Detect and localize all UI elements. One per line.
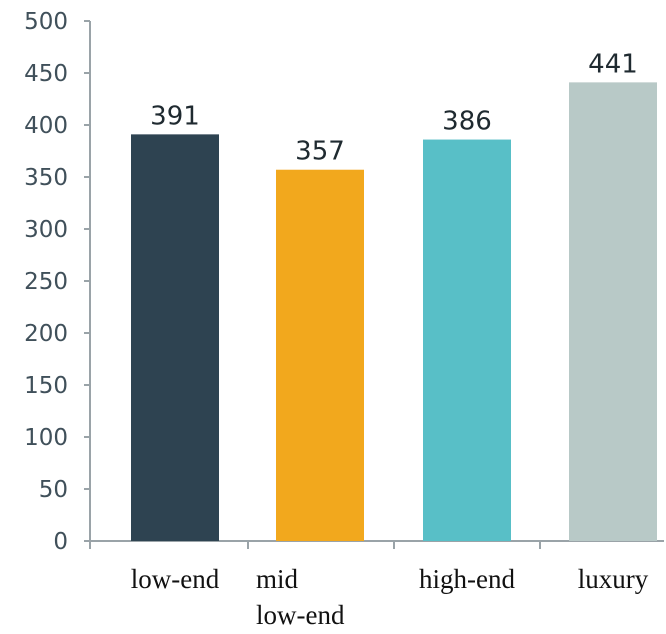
y-tick-label: 300 [24,217,68,243]
bar [276,169,364,541]
bar [423,139,511,541]
y-tick-label: 0 [53,529,68,555]
data-label: 391 [150,101,200,131]
y-tick-label: 400 [24,113,68,139]
x-tick-label: low-end [131,564,220,594]
bar [569,82,657,542]
x-tick-label: high-end [419,564,515,594]
y-tick-label: 100 [24,425,68,451]
data-label: 441 [588,49,638,79]
x-tick-label: mid low-end [256,564,345,630]
data-label: 357 [295,137,345,167]
y-tick-label: 150 [24,373,68,399]
bar [131,134,219,542]
x-tick-label: luxury [578,564,649,594]
axes: 0 50 100 150 200 250 300 350 400 450 500 [24,9,664,555]
y-tick-label: 200 [24,321,68,347]
y-tick-label: 250 [24,269,68,295]
y-tick-label: 50 [39,477,68,503]
y-tick-label: 450 [24,61,68,87]
data-label: 386 [442,107,492,137]
labels: 391 low-end 357 mid low-end 386 high-end 441 lux… [131,49,649,630]
y-tick-label: 500 [24,9,68,35]
y-tick-label: 350 [24,165,68,191]
bars [131,82,657,542]
